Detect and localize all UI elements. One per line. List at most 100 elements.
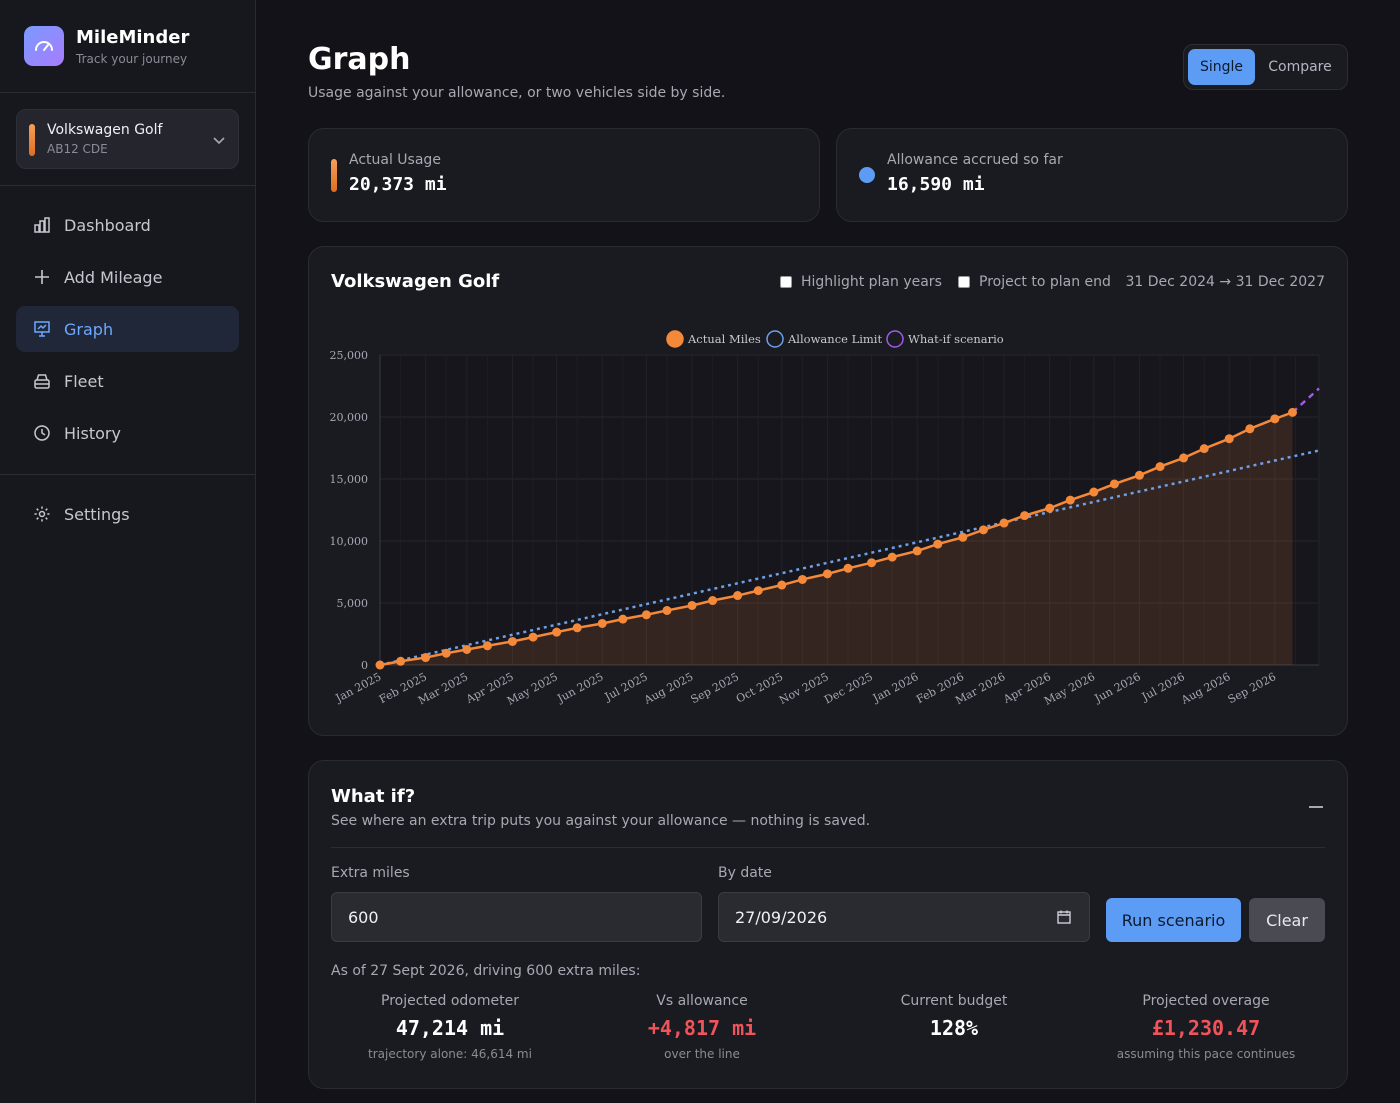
project-to-plan-end-label: Project to plan end xyxy=(979,274,1111,290)
allowance-dot xyxy=(859,167,875,183)
single-mode-button[interactable]: Single xyxy=(1188,49,1255,85)
actual-usage-card: Actual Usage 20,373 mi xyxy=(308,128,820,222)
x-tick-label: Nov 2025 xyxy=(777,670,831,707)
actual-usage-color-bar xyxy=(331,159,337,192)
chart-card: Volkswagen Golf Highlight plan years Pro… xyxy=(308,246,1348,736)
sidebar-item-add-mileage[interactable]: Add Mileage xyxy=(16,254,239,300)
actual-miles-point xyxy=(507,636,517,646)
actual-miles-point xyxy=(733,591,743,601)
highlight-plan-years-toggle[interactable]: Highlight plan years xyxy=(780,274,942,290)
actual-miles-point xyxy=(1199,444,1209,454)
legend-label: Allowance Limit xyxy=(787,332,882,346)
result-label: Vs allowance xyxy=(656,993,748,1009)
presentation-chart-icon xyxy=(32,319,52,339)
sidebar-item-label: Settings xyxy=(64,504,130,524)
allowance-value: 16,590 mi xyxy=(887,174,985,195)
sidebar-item-fleet[interactable]: Fleet xyxy=(16,358,239,404)
actual-miles-point xyxy=(687,600,697,610)
bar-chart-icon xyxy=(32,215,52,235)
sidebar-item-label: Add Mileage xyxy=(64,267,163,287)
compare-mode-button[interactable]: Compare xyxy=(1268,59,1332,75)
page-title: Graph xyxy=(308,42,411,77)
clear-button[interactable]: Clear xyxy=(1249,898,1325,942)
x-tick-label: May 2026 xyxy=(1042,670,1097,708)
extra-miles-input[interactable]: 600 xyxy=(331,892,702,942)
calendar-icon[interactable] xyxy=(1057,909,1071,928)
result-value: 128% xyxy=(929,1016,979,1040)
sidebar-item-graph[interactable]: Graph xyxy=(16,306,239,352)
actual-miles-point xyxy=(1245,424,1255,434)
divider xyxy=(0,185,255,186)
actual-miles-point xyxy=(777,580,787,590)
actual-miles-point xyxy=(1134,470,1144,480)
sidebar-item-label: History xyxy=(64,423,121,443)
sidebar-item-history[interactable]: History xyxy=(16,410,239,456)
brand[interactable]: MileMinder Track your journey xyxy=(24,26,189,66)
speedometer-icon xyxy=(24,26,64,66)
run-scenario-button[interactable]: Run scenario xyxy=(1106,898,1241,942)
x-tick-label: Sep 2026 xyxy=(1226,670,1279,706)
result-note: over the line xyxy=(664,1047,740,1061)
legend-swatch xyxy=(766,330,784,348)
result-note: assuming this pace continues xyxy=(1116,1047,1296,1061)
project-to-plan-end-checkbox[interactable] xyxy=(958,276,970,288)
vehicle-selector[interactable]: Volkswagen Golf AB12 CDE xyxy=(16,109,239,169)
legend-label: What-if scenario xyxy=(908,332,1004,346)
collapse-icon[interactable] xyxy=(1309,806,1323,808)
actual-usage-label: Actual Usage xyxy=(349,152,441,168)
actual-miles-point xyxy=(912,546,922,556)
actual-miles-point xyxy=(528,632,538,642)
actual-miles-point xyxy=(1224,434,1234,444)
y-tick-label: 15,000 xyxy=(330,473,369,486)
sidebar-item-dashboard[interactable]: Dashboard xyxy=(16,202,239,248)
plus-icon xyxy=(32,267,52,287)
actual-miles-point xyxy=(843,563,853,573)
highlight-plan-years-checkbox[interactable] xyxy=(780,276,792,288)
divider xyxy=(0,474,255,475)
plot-area xyxy=(380,355,1319,665)
by-date-input[interactable]: 27/09/2026 xyxy=(718,892,1090,942)
actual-miles-point xyxy=(572,623,582,633)
x-tick-label: Sep 2025 xyxy=(689,670,742,706)
x-tick-label: Aug 2026 xyxy=(1178,670,1232,707)
y-tick-label: 25,000 xyxy=(330,349,369,362)
actual-miles-point xyxy=(662,605,672,615)
by-date-value: 27/09/2026 xyxy=(735,907,828,927)
result-label: Projected odometer xyxy=(381,993,519,1009)
y-tick-label: 0 xyxy=(361,659,368,672)
legend-swatch xyxy=(886,330,904,348)
actual-miles-point xyxy=(1270,414,1280,424)
actual-miles-point xyxy=(441,648,451,658)
car-icon xyxy=(32,371,52,391)
mode-toggle: Single Compare xyxy=(1183,44,1348,90)
actual-miles-point xyxy=(552,627,562,637)
x-tick-label: Aug 2025 xyxy=(641,670,695,707)
sidebar-item-label: Fleet xyxy=(64,371,104,391)
brand-tagline: Track your journey xyxy=(76,51,188,66)
actual-miles-point xyxy=(1155,462,1165,472)
extra-miles-label: Extra miles xyxy=(331,865,410,881)
actual-miles-point xyxy=(375,660,385,670)
sidebar-item-settings[interactable]: Settings xyxy=(16,491,239,537)
actual-miles-point xyxy=(1179,453,1189,463)
x-tick-label: May 2025 xyxy=(505,670,560,708)
current-budget-result: Current budget 128% xyxy=(828,993,1080,1047)
actual-miles-point xyxy=(797,574,807,584)
whatif-subtitle: See where an extra trip puts you against… xyxy=(331,813,871,829)
clock-icon xyxy=(32,423,52,443)
result-value: 47,214 mi xyxy=(395,1016,505,1040)
legend-label: Actual Miles xyxy=(687,332,761,346)
actual-miles-point xyxy=(641,610,651,620)
x-tick-label: Jul 2025 xyxy=(602,670,650,704)
x-tick-label: Oct 2025 xyxy=(734,670,785,705)
actual-miles-point xyxy=(933,539,943,549)
x-tick-label: Jun 2026 xyxy=(1092,670,1143,705)
actual-miles-point xyxy=(887,552,897,562)
actual-miles-point xyxy=(597,618,607,628)
chart-vehicle-title: Volkswagen Golf xyxy=(331,271,500,292)
project-to-plan-end-toggle[interactable]: Project to plan end xyxy=(958,274,1111,290)
actual-miles-point xyxy=(462,645,472,654)
plan-date-range: 31 Dec 2024 → 31 Dec 2027 xyxy=(1125,274,1326,290)
divider xyxy=(331,847,1325,848)
